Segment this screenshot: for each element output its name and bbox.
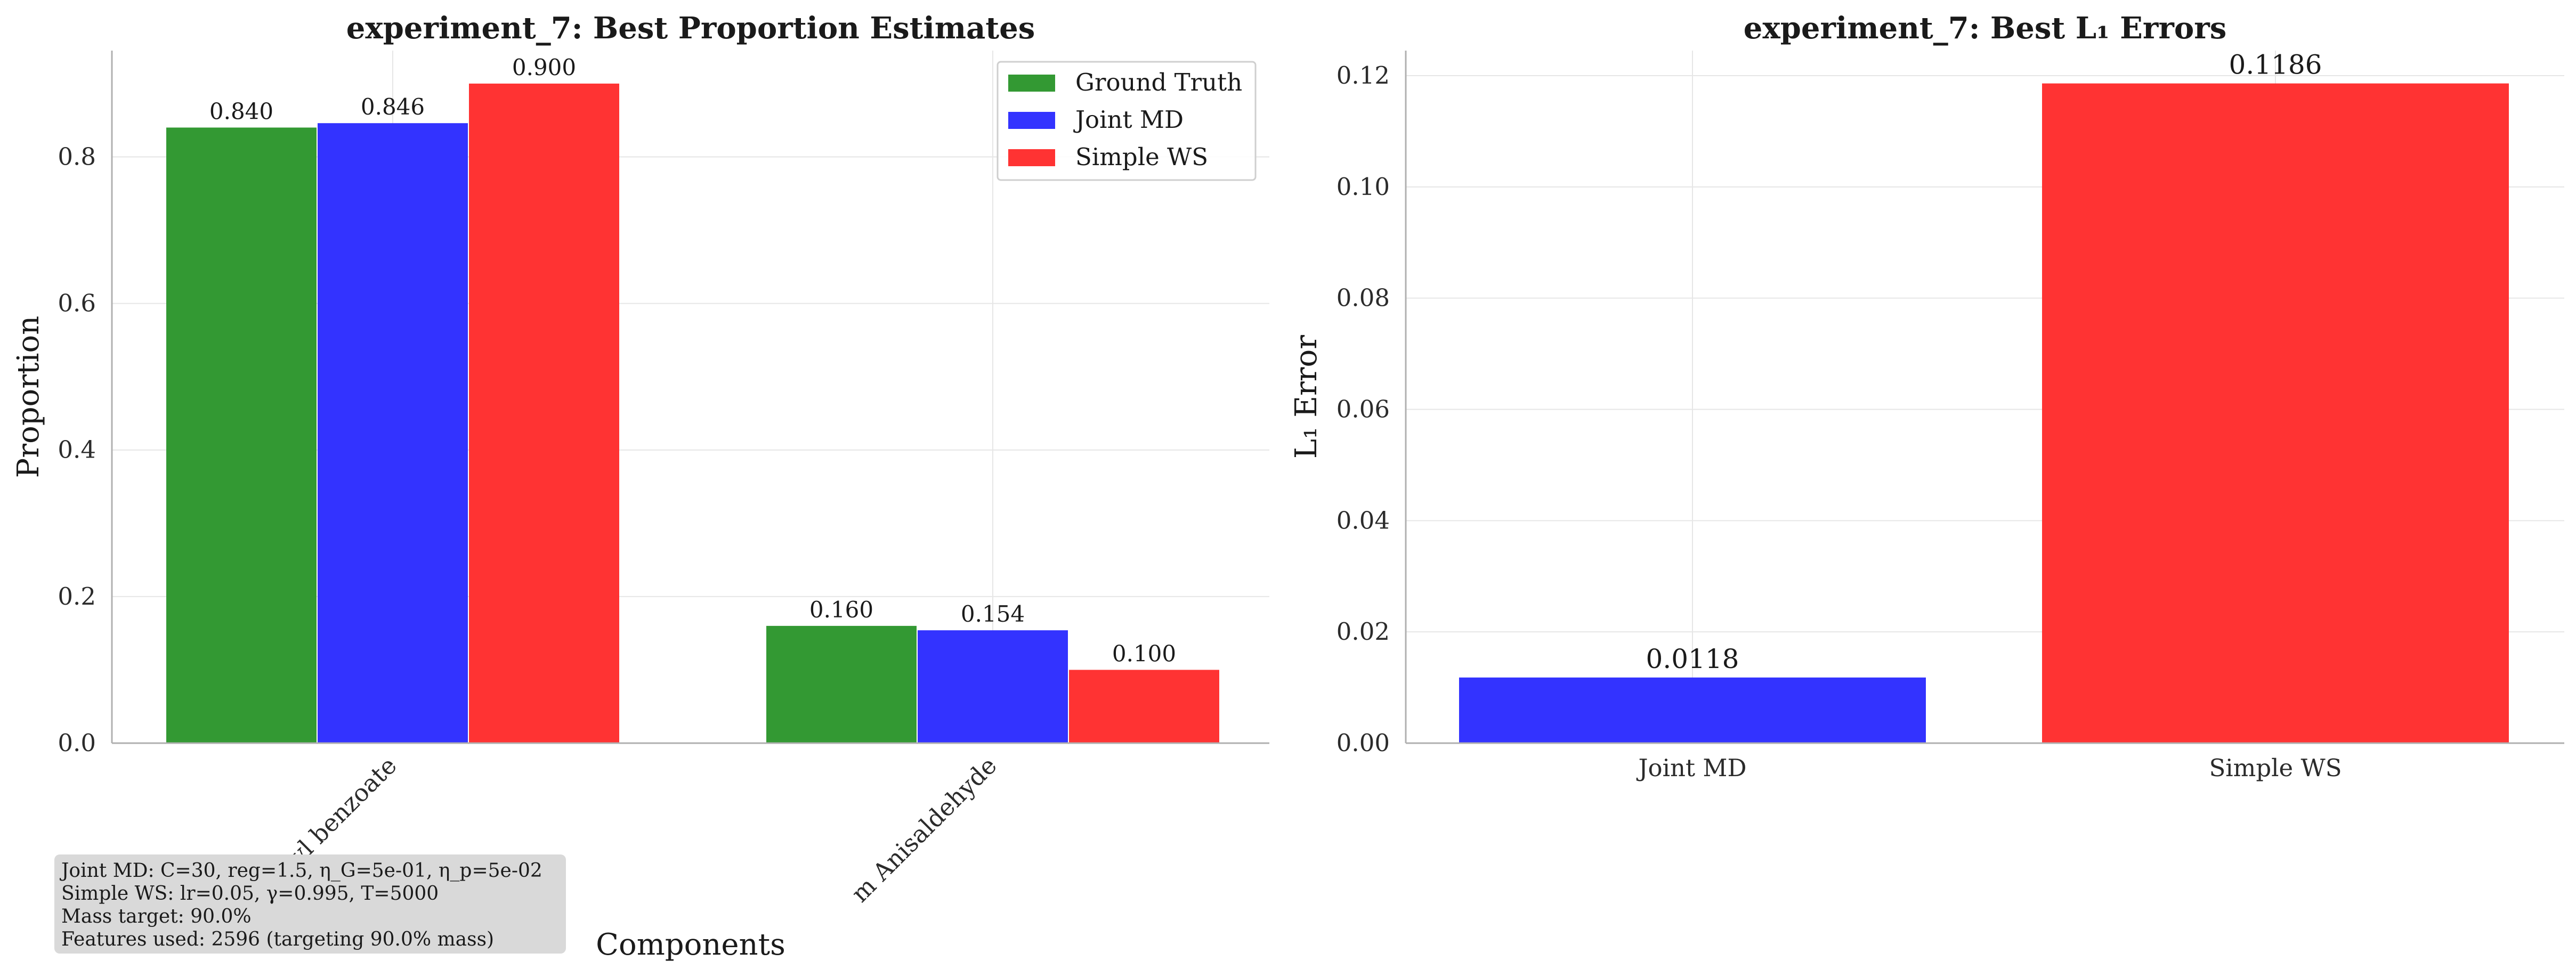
l1-error-chart: 0.0118 0.1186 0.00 0.02 0.04 0.06 0.08 0.10 0.1… — [1289, 11, 2564, 782]
x-tick-label: m Anisaldehyde — [846, 751, 1002, 908]
legend-swatch — [1008, 112, 1055, 129]
y-tick-labels: 0.0 0.2 0.4 0.6 0.8 — [58, 142, 96, 757]
bar-value-label: 0.900 — [512, 54, 576, 80]
bar-joint-md — [1459, 677, 1926, 743]
chart-title: experiment_7: Best Proportion Estimates — [346, 11, 1035, 46]
legend: Ground Truth Joint MD Simple WS — [997, 61, 1257, 181]
annotation-background — [54, 854, 566, 954]
bar-simple-ws — [1069, 670, 1219, 743]
y-tick-label: 0.00 — [1336, 729, 1390, 757]
annotation-line: Mass target: 90.0% — [61, 906, 252, 927]
bar-simple-ws — [469, 83, 619, 743]
y-tick-label: 0.8 — [58, 142, 96, 170]
data-labels: 0.840 0.160 0.846 0.154 0.900 0.100 — [209, 54, 1176, 667]
legend-label: Ground Truth — [1075, 68, 1242, 96]
y-tick-label: 0.04 — [1336, 506, 1390, 534]
bar-value-label: 0.154 — [961, 601, 1025, 627]
bar-value-label: 0.846 — [361, 94, 425, 120]
y-tick-label: 0.12 — [1336, 61, 1390, 89]
legend-frame — [997, 61, 1257, 181]
y-tick-label: 0.2 — [58, 582, 96, 610]
y-tick-label: 0.08 — [1336, 284, 1390, 312]
legend-swatch — [1008, 75, 1055, 92]
data-labels: 0.0118 0.1186 — [1646, 50, 2322, 674]
y-tick-labels: 0.00 0.02 0.04 0.06 0.08 0.10 0.12 — [1336, 61, 1390, 757]
bars — [1459, 83, 2509, 743]
annotation-line: Simple WS: lr=0.05, γ=0.995, T=5000 — [61, 883, 439, 905]
bar-ground-truth — [166, 127, 317, 743]
bar-value-label: 0.100 — [1112, 640, 1176, 666]
x-axis-label: Components — [596, 927, 785, 962]
bar-joint-md — [318, 123, 468, 744]
bar-value-label: 0.160 — [809, 597, 873, 623]
x-tick-labels: Joint MD Simple WS — [1636, 754, 2342, 782]
legend-swatch — [1008, 149, 1055, 166]
y-tick-label: 0.02 — [1336, 617, 1390, 646]
annotation-line: Features used: 2596 (targeting 90.0% mas… — [61, 929, 494, 950]
legend-label: Simple WS — [1075, 143, 1208, 171]
chart-title: experiment_7: Best L₁ Errors — [1744, 11, 2227, 46]
bars — [166, 83, 1219, 744]
bar-value-label: 0.840 — [209, 98, 273, 124]
bar-simple-ws — [2042, 83, 2509, 743]
bar-joint-md — [918, 630, 1068, 743]
annotation-box: Joint MD: C=30, reg=1.5, η_G=5e-01, η_p=… — [54, 854, 566, 954]
x-tick-label: Joint MD — [1636, 754, 1746, 782]
proportion-chart: 0.840 0.160 0.846 0.154 0.900 0.100 0.0 0.2 0.4… — [11, 11, 1269, 962]
bar-value-label: 0.0118 — [1646, 644, 1739, 674]
bar-ground-truth — [766, 625, 917, 743]
y-axis-label: L₁ Error — [1289, 335, 1324, 459]
bar-value-label: 0.1186 — [2229, 50, 2322, 80]
y-axis-label: Proportion — [11, 316, 46, 478]
y-tick-label: 0.6 — [58, 289, 96, 317]
y-tick-label: 0.06 — [1336, 395, 1390, 423]
y-tick-label: 0.10 — [1336, 173, 1390, 201]
y-tick-label: 0.4 — [58, 436, 96, 464]
annotation-line: Joint MD: C=30, reg=1.5, η_G=5e-01, η_p=… — [59, 860, 542, 882]
x-tick-label: Simple WS — [2209, 754, 2342, 782]
y-tick-label: 0.0 — [58, 729, 96, 757]
legend-label: Joint MD — [1073, 105, 1184, 134]
